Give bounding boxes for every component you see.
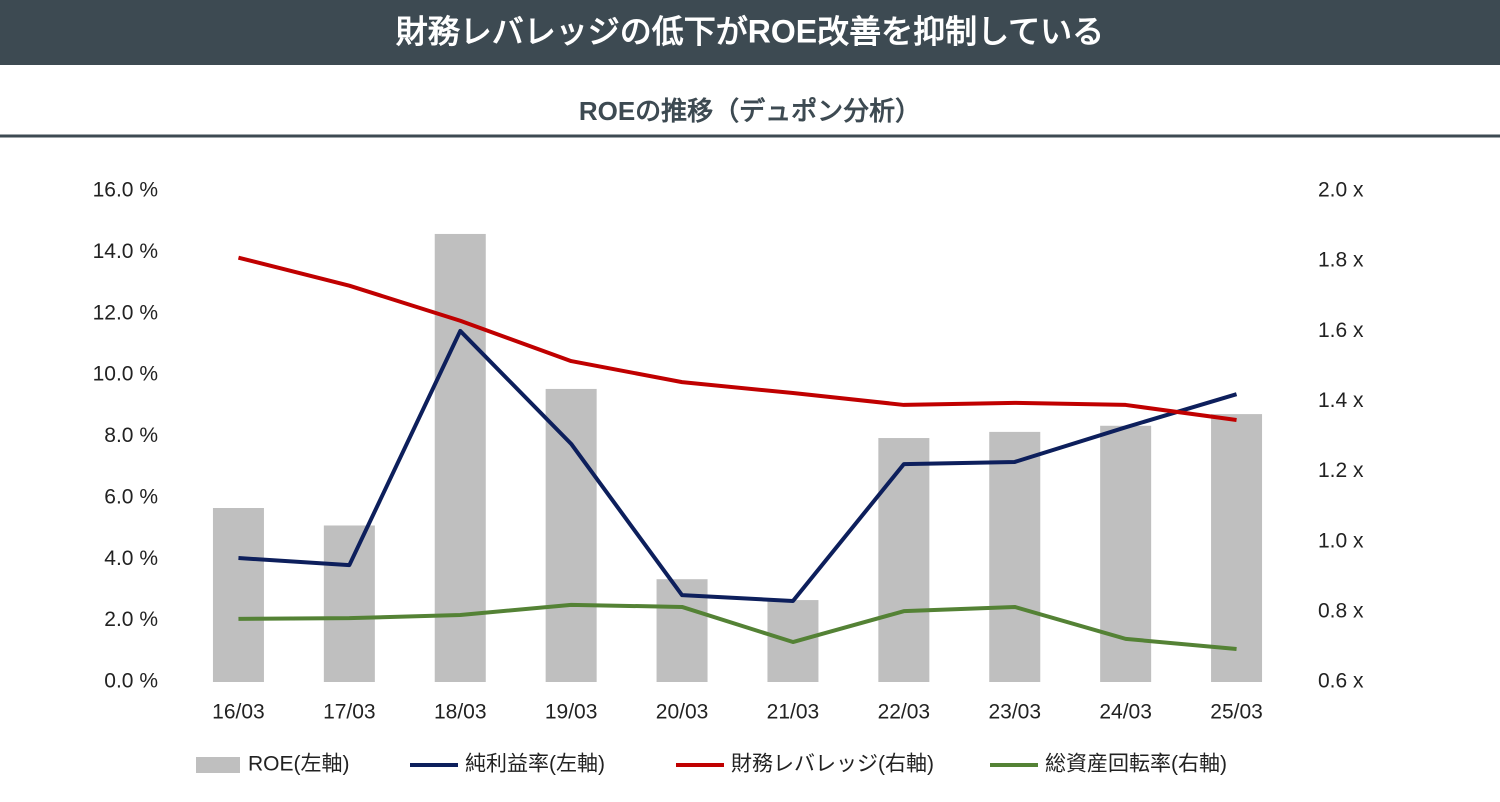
bar (545, 388, 597, 682)
header-bar (0, 0, 1500, 65)
bar (1211, 414, 1263, 682)
x-tick-label: 17/03 (323, 701, 376, 724)
y-tick-label: 16.0 % (93, 179, 158, 202)
y2-tick-label: 1.2 x (1318, 459, 1364, 482)
y-tick-label: 0.0 % (104, 670, 158, 693)
y2-tick-label: 0.6 x (1318, 670, 1364, 693)
legend-label: 財務レバレッジ(右軸) (731, 753, 934, 776)
y2-tick-label: 1.4 x (1318, 389, 1364, 412)
x-tick-label: 25/03 (1210, 701, 1263, 724)
x-tick-label: 24/03 (1099, 701, 1152, 724)
x-tick-label: 16/03 (212, 701, 265, 724)
bar (1100, 425, 1152, 682)
chart-subtitle: ROEの推移（デュポン分析） (579, 96, 921, 126)
bar (989, 431, 1041, 682)
line (237, 255, 1237, 422)
bar (434, 233, 486, 682)
x-tick-label: 18/03 (434, 701, 487, 724)
chart-title: 財務レバレッジの低下がROE改善を抑制している (396, 13, 1104, 49)
x-tick-label: 21/03 (767, 701, 820, 724)
y-tick-label: 12.0 % (93, 301, 158, 324)
x-tick-label: 23/03 (988, 701, 1041, 724)
bar (212, 508, 264, 682)
y-tick-label: 14.0 % (93, 240, 158, 263)
y-tick-label: 8.0 % (104, 424, 158, 447)
y2-tick-label: 1.6 x (1318, 319, 1364, 342)
y2-tick-label: 1.0 x (1318, 529, 1364, 552)
y-tick-label: 6.0 % (104, 485, 158, 508)
line (238, 328, 1238, 603)
x-tick-label: 19/03 (545, 701, 598, 724)
y2-tick-label: 0.8 x (1318, 599, 1364, 622)
legend-label: ROE(左軸) (248, 753, 350, 776)
y2-tick-label: 1.8 x (1318, 249, 1364, 272)
legend-label: 総資産回転率(右軸) (1045, 753, 1227, 776)
y-tick-label: 2.0 % (104, 608, 158, 631)
y2-tick-label: 2.0 x (1318, 179, 1364, 202)
x-tick-label: 20/03 (656, 701, 709, 724)
y-tick-label: 10.0 % (93, 363, 158, 386)
legend-label: 純利益率(左軸) (465, 753, 605, 776)
x-tick-label: 22/03 (878, 701, 931, 724)
line (238, 602, 1237, 652)
bar (323, 525, 375, 682)
legend-swatch (196, 757, 240, 773)
y-tick-label: 4.0 % (104, 547, 158, 570)
bar (878, 438, 930, 682)
